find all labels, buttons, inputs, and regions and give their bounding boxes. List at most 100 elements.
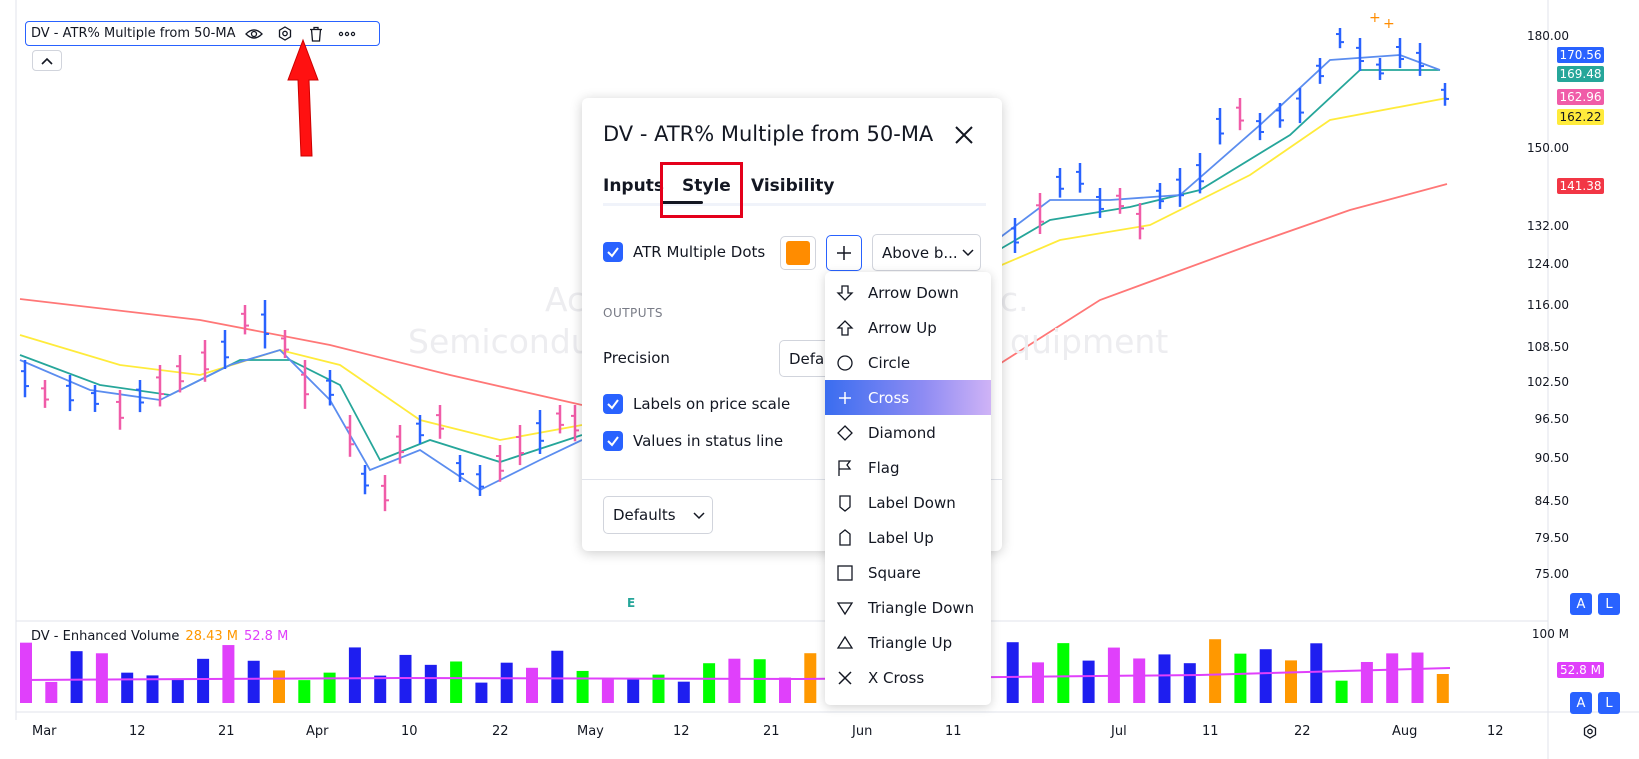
atr-dot-2: +: [1383, 16, 1395, 32]
volume-bars: [20, 639, 1449, 703]
volume-bar: [1209, 639, 1222, 703]
price-tag: 169.48: [1557, 66, 1604, 82]
volume-bar: [627, 679, 640, 703]
volume-bar: [601, 679, 614, 703]
volume-bar: [374, 675, 387, 703]
dot-color-button[interactable]: [780, 236, 816, 270]
volume-axis-tick: 100 M: [1531, 627, 1569, 641]
price-tick-label: 116.00: [1527, 298, 1569, 312]
date-label: 11: [1202, 724, 1219, 739]
label-down-icon: [839, 494, 851, 512]
price-tag: 141.38: [1557, 178, 1604, 194]
defaults-button[interactable]: Defaults: [603, 496, 713, 534]
indicator-legend[interactable]: DV - ATR% Multiple from 50-MA: [25, 21, 380, 46]
more-icon[interactable]: [338, 25, 356, 43]
atr-dots-checkbox[interactable]: [603, 242, 623, 262]
check-icon: [607, 399, 619, 410]
volume-bar: [323, 672, 336, 703]
dropdown-item-arrow-up[interactable]: Arrow Up: [825, 310, 991, 345]
volume-bar: [171, 679, 184, 703]
dropdown-item-cross[interactable]: Cross: [825, 380, 991, 415]
tab-inputs[interactable]: Inputs: [603, 176, 664, 196]
log-scale-volume-button[interactable]: L: [1598, 692, 1620, 714]
volume-bar: [652, 674, 665, 703]
volume-bar: [728, 658, 741, 703]
dropdown-item-circle[interactable]: Circle: [825, 345, 991, 380]
indicator-legend-title: DV - ATR% Multiple from 50-MA: [31, 26, 236, 41]
settings-icon[interactable]: [276, 25, 294, 43]
volume-bar: [1310, 643, 1323, 703]
dropdown-item-label: Arrow Up: [868, 318, 937, 337]
auto-scale-button[interactable]: A: [1570, 593, 1592, 615]
dropdown-item-square[interactable]: Square: [825, 555, 991, 590]
volume-bar: [1234, 653, 1247, 703]
shape-dropdown-menu: Arrow Down Arrow Up Circle Cross Diamond Flag…: [825, 272, 991, 705]
dropdown-item-x-cross[interactable]: X Cross: [825, 660, 991, 695]
price-tag: 162.96: [1557, 89, 1604, 105]
volume-bar: [475, 682, 488, 703]
volume-bar: [1285, 660, 1297, 703]
dropdown-item-label: Circle: [868, 353, 911, 372]
volume-bar: [222, 645, 235, 703]
dropdown-item-diamond[interactable]: Diamond: [825, 415, 991, 450]
volume-bar: [1183, 663, 1196, 703]
precision-label: Precision: [603, 349, 670, 367]
cross-icon: [837, 246, 851, 260]
volume-bar: [703, 663, 716, 703]
tab-visibility[interactable]: Visibility: [751, 176, 835, 196]
price-tick-label: 132.00: [1527, 219, 1569, 233]
volume-bar: [1436, 673, 1449, 703]
volume-legend[interactable]: DV - Enhanced Volume 28.43 M 52.8 M: [31, 629, 288, 644]
dropdown-item-flag[interactable]: Flag: [825, 450, 991, 485]
values-in-status-checkbox[interactable]: [603, 431, 623, 451]
watermark-line1-left: Ac: [545, 280, 586, 319]
price-tick-label: 96.50: [1534, 412, 1569, 426]
volume-bar: [424, 664, 437, 703]
dropdown-item-arrow-down[interactable]: Arrow Down: [825, 275, 991, 310]
price-tag: 170.56: [1557, 47, 1604, 63]
volume-bar: [298, 680, 311, 703]
watermark-line1-right: c.: [1000, 280, 1029, 319]
trash-icon[interactable]: [307, 25, 325, 43]
atr-dot-1: +: [1369, 10, 1381, 26]
log-scale-button[interactable]: L: [1598, 593, 1620, 615]
labels-on-scale-checkbox[interactable]: [603, 394, 623, 414]
volume-bar: [526, 667, 538, 703]
price-tick-label: 84.50: [1534, 494, 1569, 508]
gear-icon[interactable]: [1581, 723, 1599, 741]
date-label: Jul: [1111, 724, 1127, 739]
values-in-status-label: Values in status line: [633, 432, 784, 450]
outputs-header: OUTPUTS: [603, 306, 664, 320]
volume-bar: [779, 677, 791, 703]
active-tab-indicator: [661, 201, 703, 204]
volume-bar: [197, 658, 210, 703]
auto-scale-volume-button[interactable]: A: [1570, 692, 1592, 714]
earnings-marker[interactable]: E: [627, 596, 636, 610]
volume-bar: [753, 659, 766, 703]
date-label: Jun: [852, 724, 873, 739]
dropdown-item-label-down[interactable]: Label Down: [825, 485, 991, 520]
location-select[interactable]: Above b...: [872, 234, 981, 271]
cross-icon: [839, 391, 851, 404]
volume-bar: [1032, 662, 1044, 703]
volume-bar: [1082, 660, 1095, 703]
volume-bar: [247, 660, 260, 703]
volume-bar: [1386, 653, 1399, 703]
collapse-legend-button[interactable]: [32, 50, 62, 71]
arrow-down-icon: [836, 284, 854, 301]
date-label: May: [577, 724, 604, 739]
dropdown-item-triangle-down[interactable]: Triangle Down: [825, 590, 991, 625]
dropdown-item-label-up[interactable]: Label Up: [825, 520, 991, 555]
volume-tag: 52.8 M: [1557, 662, 1604, 678]
shape-select-button[interactable]: [826, 235, 862, 271]
volume-bar: [677, 681, 690, 703]
tab-style[interactable]: Style: [682, 176, 731, 196]
close-icon[interactable]: [953, 124, 975, 146]
date-label: 12: [129, 724, 146, 739]
dropdown-item-triangle-up[interactable]: Triangle Up: [825, 625, 991, 660]
date-label: 21: [218, 724, 235, 739]
eye-icon[interactable]: [245, 25, 264, 43]
arrow-up-icon: [836, 319, 854, 336]
volume-bar: [146, 675, 159, 703]
